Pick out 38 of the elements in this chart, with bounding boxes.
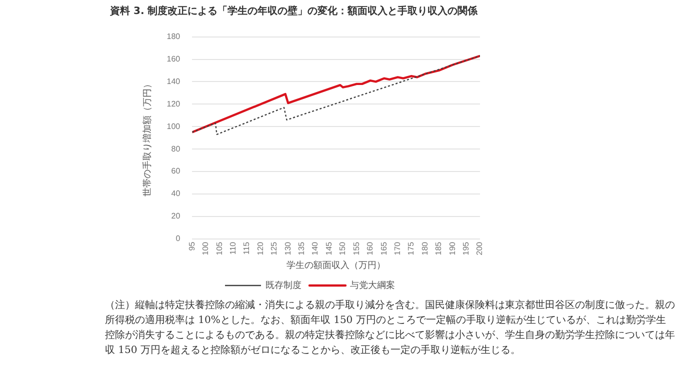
y-tick-label: 80	[171, 144, 181, 154]
x-tick-label: 155	[352, 241, 361, 256]
x-tick-label: 135	[297, 241, 306, 256]
x-tick-label: 180	[420, 241, 430, 256]
x-tick-label: 125	[270, 241, 279, 256]
y-tick-label: 180	[166, 32, 181, 42]
x-tick-label: 185	[434, 241, 444, 256]
y-tick-label: 0	[176, 234, 181, 244]
y-tick-label: 60	[171, 166, 181, 176]
x-tick-label: 195	[461, 241, 470, 256]
x-tick-label: 190	[448, 241, 457, 256]
x-tick-label: 120	[256, 241, 265, 256]
x-tick-label: 145	[324, 241, 334, 256]
x-tick-label: 95	[187, 241, 196, 251]
y-axis-title: 世帯の手取り増加額（万円）	[142, 79, 152, 196]
y-tick-label: 160	[166, 54, 181, 64]
y-tick-label: 120	[166, 99, 181, 108]
x-tick-label: 170	[392, 241, 402, 256]
x-tick-label: 160	[366, 241, 375, 256]
x-tick-label: 175	[406, 241, 416, 256]
x-tick-label: 140	[310, 241, 320, 256]
x-tick-label: 115	[242, 241, 252, 255]
x-tick-label: 100	[201, 241, 210, 256]
y-tick-label: 40	[171, 189, 181, 198]
x-tick-label: 200	[475, 241, 484, 256]
x-tick-label: 165	[379, 241, 388, 256]
x-axis-title: 学生の額面収入（万円）	[286, 260, 386, 270]
legend-label: 既存制度	[266, 280, 302, 290]
x-tick-label: 130	[283, 241, 292, 256]
y-tick-label: 100	[166, 122, 181, 131]
legend-label: 与党大綱案	[350, 280, 395, 290]
x-tick-label: 110	[228, 241, 238, 255]
x-tick-label: 105	[214, 241, 224, 256]
y-tick-label: 140	[166, 76, 181, 86]
text: （注）縦軸は特定扶養控除の縮減・消失による親の手取り減分を含む。国民健康保険料は東京都世田谷区の制度に倣った。親の所得税の適用税率は 10%とした。なお、額面年収 150 万円のところで一定幅の手取り逆転が生じているが、これは勤労学生控除が消失することによるものである。親の特定扶養控除などに比べて影響は小さいが、学生自身の勤労学生控除については年収 150 万円を超えると控除額がゼロになることから、改正後も一定の手取り逆転が生じる。	[105, 298, 675, 358]
x-tick-label: 150	[338, 241, 348, 256]
y-tick-label: 20	[171, 212, 181, 221]
chart-title: 資料 3. 制度改正による「学生の年収の壁」の変化：額面収入と手取り収入の関係	[110, 4, 478, 18]
